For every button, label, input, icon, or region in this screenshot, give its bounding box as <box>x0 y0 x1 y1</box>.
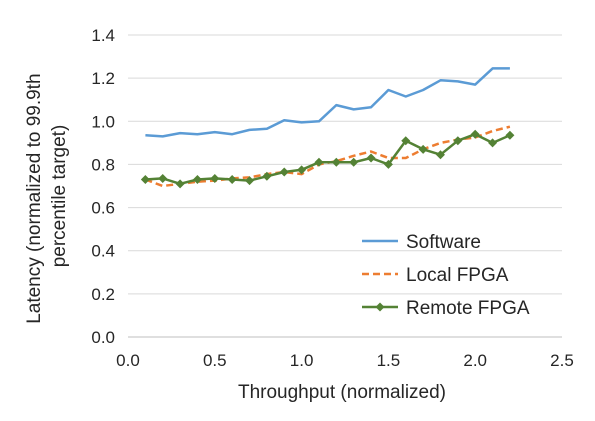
y-tick-label: 1.2 <box>91 69 115 88</box>
y-axis-title-line-2: percentile target) <box>49 125 70 268</box>
y-tick-label: 1.4 <box>91 26 115 45</box>
legend-label-local-fpga: Local FPGA <box>406 265 509 286</box>
remote-fpga-point <box>435 150 445 160</box>
remote-fpga-point <box>453 136 463 146</box>
x-tick-label: 1.0 <box>290 351 314 370</box>
remote-fpga-point <box>331 157 341 167</box>
remote-fpga-point <box>158 173 168 183</box>
remote-fpga-point <box>262 171 272 181</box>
remote-fpga-point <box>192 175 202 185</box>
y-axis-title: Latency (normalized to 99.9th percentile… <box>24 68 70 324</box>
x-tick-label: 0.0 <box>116 351 140 370</box>
remote-fpga-point <box>297 165 307 175</box>
x-tick-label: 1.5 <box>377 351 401 370</box>
legend: Software Local FPGA Remote FPGA <box>362 232 530 319</box>
remote-fpga-point <box>366 153 376 163</box>
remote-fpga-point <box>227 175 237 185</box>
remote-fpga-series-line <box>145 132 511 186</box>
x-tick-label: 0.5 <box>203 351 227 370</box>
remote-fpga-point <box>279 167 289 177</box>
remote-fpga-point <box>505 130 515 140</box>
y-tick-label: 0.2 <box>91 285 115 304</box>
remote-fpga-point <box>401 136 411 146</box>
remote-fpga-point <box>314 157 324 167</box>
y-tick-label: 0.4 <box>91 242 115 261</box>
x-axis-title: Throughput (normalized) <box>238 382 446 403</box>
remote-fpga-point <box>383 159 393 169</box>
legend-label-remote-fpga: Remote FPGA <box>406 298 530 319</box>
legend-label-software: Software <box>406 232 481 253</box>
local-fpga-series-line <box>144 125 511 188</box>
series-lines <box>140 67 515 189</box>
x-tick-label: 2.0 <box>463 351 487 370</box>
legend-marker-remote-fpga <box>375 302 385 312</box>
y-axis-title-line-1: Latency (normalized to 99.9th <box>24 73 45 323</box>
grid <box>128 34 562 338</box>
remote-fpga-point <box>349 157 359 167</box>
remote-fpga-point <box>245 176 255 186</box>
y-tick-label: 1.0 <box>91 112 115 131</box>
remote-fpga-point <box>488 138 498 148</box>
remote-fpga-point <box>418 144 428 154</box>
remote-fpga-point <box>140 175 150 185</box>
y-tick-label: 0.8 <box>91 155 115 174</box>
y-tick-label: 0.6 <box>91 199 115 218</box>
y-tick-label: 0.0 <box>91 328 115 347</box>
remote-fpga-point <box>175 179 185 189</box>
software-series-line <box>145 67 510 138</box>
x-tick-label: 2.5 <box>550 351 574 370</box>
remote-fpga-point <box>470 129 480 139</box>
remote-fpga-point <box>210 173 220 183</box>
tick-labels: 0.0 0.2 0.4 0.6 0.8 1.0 1.2 1.4 0.0 0.5 1.0 1.5 2.0 2… <box>91 26 573 370</box>
